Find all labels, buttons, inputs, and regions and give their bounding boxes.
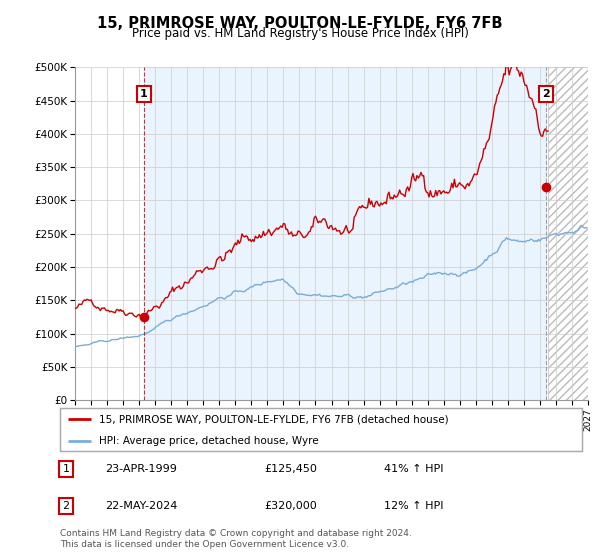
Text: 1: 1: [62, 464, 70, 474]
Text: 41% ↑ HPI: 41% ↑ HPI: [384, 464, 443, 474]
Bar: [144, 67, 546, 400]
Text: 2: 2: [542, 89, 550, 99]
Text: Price paid vs. HM Land Registry's House Price Index (HPI): Price paid vs. HM Land Registry's House …: [131, 27, 469, 40]
Text: £125,450: £125,450: [264, 464, 317, 474]
Text: 23-APR-1999: 23-APR-1999: [105, 464, 177, 474]
Text: 15, PRIMROSE WAY, POULTON-LE-FYLDE, FY6 7FB: 15, PRIMROSE WAY, POULTON-LE-FYLDE, FY6 …: [97, 16, 503, 31]
Text: 12% ↑ HPI: 12% ↑ HPI: [384, 501, 443, 511]
Text: HPI: Average price, detached house, Wyre: HPI: Average price, detached house, Wyre: [99, 436, 319, 446]
Text: 2: 2: [62, 501, 70, 511]
Text: 15, PRIMROSE WAY, POULTON-LE-FYLDE, FY6 7FB (detached house): 15, PRIMROSE WAY, POULTON-LE-FYLDE, FY6 …: [99, 414, 449, 424]
Bar: [548, 67, 588, 400]
Bar: [548, 67, 588, 400]
Text: Contains HM Land Registry data © Crown copyright and database right 2024.
This d: Contains HM Land Registry data © Crown c…: [60, 529, 412, 549]
Text: 1: 1: [140, 89, 148, 99]
Text: 22-MAY-2024: 22-MAY-2024: [105, 501, 178, 511]
Text: £320,000: £320,000: [264, 501, 317, 511]
